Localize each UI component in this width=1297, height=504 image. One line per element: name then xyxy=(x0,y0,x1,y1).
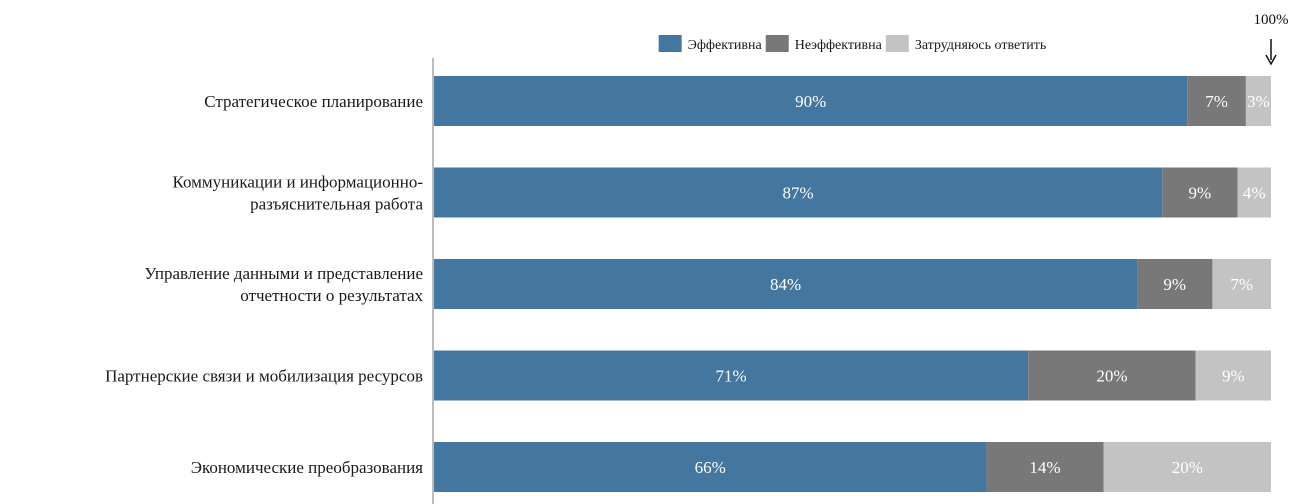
data-label-неэффективна-3: 9% xyxy=(1163,275,1186,294)
legend-swatch-эффективна xyxy=(658,35,682,52)
data-label-неэффективна-1: 7% xyxy=(1205,92,1228,111)
bar-неэффективна-5 xyxy=(986,442,1104,492)
data-label-неэффективна-4: 20% xyxy=(1096,367,1127,386)
category-label-5: Экономические преобразования xyxy=(191,458,423,477)
bars-group: 90% 7% 3% 87% 9% 4% 84% 9% 7% 71% 20% 9% 66% 14% 20% xyxy=(434,76,1271,492)
data-label-эффективна-1: 90% xyxy=(795,92,826,111)
data-label-неэффективна-5: 14% xyxy=(1029,458,1060,477)
data-label-затрудняюсь-ответить-3: 7% xyxy=(1230,275,1253,294)
category-label-2-line-2: разъяснительная работа xyxy=(250,195,423,214)
legend-label-затрудняюсь-ответить: Затрудняюсь ответить xyxy=(915,38,1047,53)
legend-label-эффективна: Эффективна xyxy=(688,38,763,53)
data-label-эффективна-3: 84% xyxy=(770,275,801,294)
data-label-эффективна-4: 71% xyxy=(716,367,747,386)
bar-эффективна-1 xyxy=(434,76,1188,126)
data-label-затрудняюсь-ответить-4: 9% xyxy=(1222,367,1245,386)
bar-неэффективна-3 xyxy=(1137,259,1213,309)
bar-затрудняюсь-ответить-3 xyxy=(1212,259,1271,309)
bar-неэффективна-1 xyxy=(1187,76,1246,126)
category-label-2-line-1: Коммуникации и информационно- xyxy=(172,173,423,192)
data-label-эффективна-5: 66% xyxy=(695,458,726,477)
legend: Эффективна Неэффективна Затрудняюсь ответи… xyxy=(658,35,1047,53)
bar-затрудняюсь-ответить-5 xyxy=(1103,442,1271,492)
category-label-1: Стратегическое планирование xyxy=(204,92,423,111)
bar-неэффективна-2 xyxy=(1162,167,1238,218)
legend-label-неэффективна: Неэффективна xyxy=(795,38,883,53)
bar-затрудняюсь-ответить-2 xyxy=(1237,167,1271,218)
data-label-затрудняюсь-ответить-5: 20% xyxy=(1172,458,1203,477)
marker-label: 100% xyxy=(1254,12,1289,28)
bar-эффективна-3 xyxy=(434,259,1138,309)
data-label-затрудняюсь-ответить-2: 4% xyxy=(1243,184,1266,203)
data-label-затрудняюсь-ответить-1: 3% xyxy=(1247,92,1270,111)
bar-эффективна-2 xyxy=(434,167,1163,218)
category-label-3-line-2: отчетности о результатах xyxy=(240,286,423,305)
bar-эффективна-4 xyxy=(434,350,1029,401)
data-label-неэффективна-2: 9% xyxy=(1189,184,1212,203)
data-label-эффективна-2: 87% xyxy=(783,184,814,203)
marker-arrow-head xyxy=(1265,54,1277,66)
bar-эффективна-5 xyxy=(434,442,987,492)
hundred-percent-marker: 100% xyxy=(1254,12,1289,66)
bar-неэффективна-4 xyxy=(1028,350,1196,401)
legend-swatch-неэффективна xyxy=(765,35,789,52)
bar-затрудняюсь-ответить-4 xyxy=(1195,350,1271,401)
category-label-3-line-1: Управление данными и представление xyxy=(144,264,423,283)
legend-swatch-затрудняюсь-ответить xyxy=(885,35,909,52)
category-label-4: Партнерские связи и мобилизация ресурсов xyxy=(105,367,423,386)
bar-затрудняюсь-ответить-1 xyxy=(1245,76,1271,126)
category-labels: Стратегическое планирование Коммуникации … xyxy=(105,92,423,477)
